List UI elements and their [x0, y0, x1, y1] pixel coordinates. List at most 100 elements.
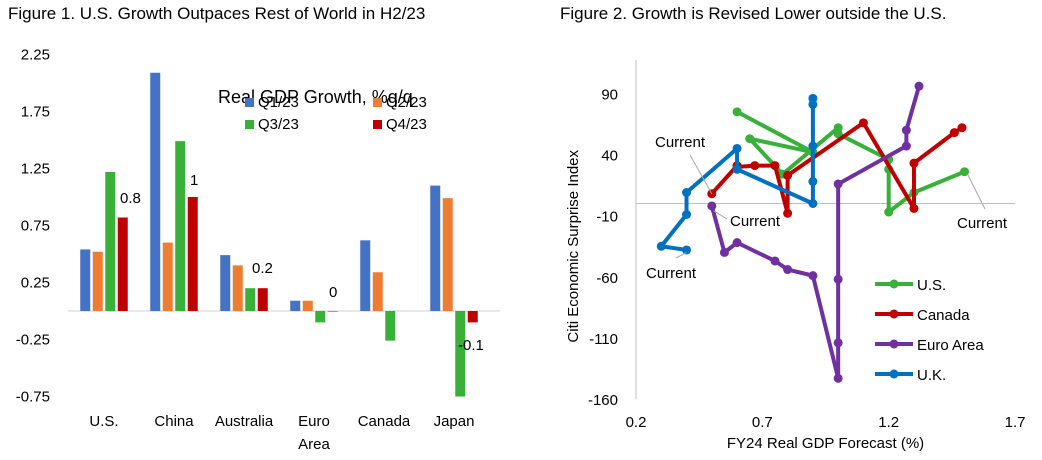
bar-Q2-23-australia	[232, 265, 243, 311]
data-point-us	[745, 134, 755, 144]
y-axis-title: Citi Economic Surprise Index	[565, 150, 582, 343]
data-point-uk	[732, 164, 742, 174]
y-tick-label: -110	[589, 331, 618, 348]
bar-Q2-23-euroarea	[302, 300, 313, 311]
series-line-us	[736, 110, 966, 215]
data-point-uk	[682, 210, 692, 220]
current-leader-line-euro-area	[713, 210, 728, 220]
data-point-uk	[656, 241, 666, 251]
bar-chart-real-gdp-growth: 2.25 1.75 1.25 0.75 0.25 -0.25 -0.75 U.S. China A…	[16, 47, 500, 453]
data-point-us	[884, 154, 894, 164]
bar-Q3-23-euroarea	[315, 311, 326, 323]
legend-marker-canada	[889, 309, 899, 319]
bar-Q4-23-china	[187, 197, 198, 311]
data-label: -0.1	[458, 337, 484, 354]
y-tick-label: 1.75	[21, 104, 50, 121]
data-point-euroarea	[732, 238, 742, 248]
legend-title: Real GDP Growth, %q/q	[218, 87, 413, 107]
bar-Q1-23-canada	[360, 240, 371, 311]
legend-marker-euroarea	[889, 339, 899, 349]
data-point-euroarea	[833, 338, 843, 348]
bar-Q3-23-australia	[245, 288, 256, 311]
x-category-label: Canada	[358, 413, 411, 430]
x-tick-label: 0.7	[752, 414, 773, 431]
y-tick-label: -0.75	[16, 389, 50, 406]
data-point-us	[833, 123, 843, 133]
data-label: 0	[329, 284, 337, 301]
data-point-euroarea	[914, 81, 924, 91]
x-category-label: U.S.	[89, 413, 118, 430]
data-point-canada	[732, 162, 742, 172]
data-label: 0.8	[120, 190, 141, 207]
bar-Q1-23-china	[150, 72, 161, 312]
data-point-canada	[770, 161, 780, 171]
x-category-label: Euro	[298, 413, 330, 430]
data-point-us	[884, 207, 894, 217]
data-point-us	[732, 107, 742, 117]
data-point-canada	[783, 208, 793, 218]
data-point-uk	[808, 176, 818, 186]
figure-2-title: Figure 2. Growth is Revised Lower outsid…	[560, 4, 947, 23]
x-tick-label: 0.2	[626, 414, 647, 431]
data-point-euroarea	[707, 201, 717, 211]
x-axis-title: FY24 Real GDP Forecast (%)	[727, 435, 924, 452]
bar-Q1-23-us	[80, 249, 91, 311]
bar-Q4-23-euroarea	[327, 311, 338, 312]
data-point-canada	[949, 128, 959, 138]
data-point-canada	[783, 170, 793, 180]
data-point-euroarea	[901, 125, 911, 135]
data-point-us	[909, 187, 919, 197]
bar-Q3-23-china	[175, 141, 186, 311]
bar-Q3-23-us	[105, 171, 116, 311]
data-point-uk	[732, 143, 742, 153]
bar-Q2-23-china	[162, 242, 173, 311]
legend-swatch-Q4-23	[373, 120, 382, 129]
current-leader-line-canada	[689, 154, 713, 194]
legend-marker-uk	[889, 369, 899, 379]
x-category-label: China	[154, 413, 194, 430]
y-tick-label: 40	[601, 148, 618, 165]
data-point-uk	[808, 99, 818, 109]
data-point-euroarea	[833, 274, 843, 284]
figure-1-title: Figure 1. U.S. Growth Outpaces Rest of W…	[8, 4, 426, 23]
legend-swatch-Q3-23	[245, 120, 254, 129]
data-point-canada	[909, 158, 919, 168]
series-line-canada	[710, 120, 964, 216]
data-point-euroarea	[833, 179, 843, 189]
y-tick-label: 90	[601, 86, 618, 103]
y-tick-label: 0.75	[21, 218, 50, 235]
data-point-uk	[682, 245, 692, 255]
current-label-us: Current	[957, 215, 1008, 232]
data-point-euroarea	[901, 141, 911, 151]
bar-Q4-23-japan	[467, 311, 478, 323]
bar-Q4-23-us	[117, 217, 128, 311]
legend-label-uk: U.K.	[917, 367, 946, 384]
data-point-uk	[808, 141, 818, 151]
y-tick-label: 0.25	[21, 275, 50, 292]
bar-Q1-23-euroarea	[290, 300, 301, 311]
data-point-canada	[957, 123, 967, 133]
bar-Q2-23-us	[92, 251, 103, 311]
legend-marker-us	[889, 279, 899, 289]
data-point-canada	[858, 118, 868, 128]
legend-label-euroarea: Euro Area	[917, 337, 984, 354]
bar-Q2-23-canada	[372, 272, 383, 311]
y-tick-label: -60	[596, 270, 618, 287]
x-category-label: Australia	[215, 413, 274, 430]
data-point-us	[778, 169, 788, 179]
data-point-euroarea	[808, 271, 818, 281]
data-point-euroarea	[783, 265, 793, 275]
current-label-euro-area: Current	[730, 213, 781, 230]
bar-Q4-23-australia	[257, 288, 268, 311]
bar-Q2-23-japan	[442, 198, 453, 311]
legend-label: Q4/23	[386, 116, 427, 133]
series-line-euroarea	[709, 85, 921, 381]
legend-label: Q1/23	[258, 94, 299, 111]
current-label-uk: Current	[646, 265, 697, 282]
bar-Q1-23-japan	[430, 185, 441, 311]
y-tick-label: -10	[596, 209, 618, 226]
legend-label: Q3/23	[258, 116, 299, 133]
x-category-label: Japan	[434, 413, 475, 430]
bar-Q1-23-australia	[220, 255, 231, 311]
data-label: 0.2	[252, 260, 273, 277]
